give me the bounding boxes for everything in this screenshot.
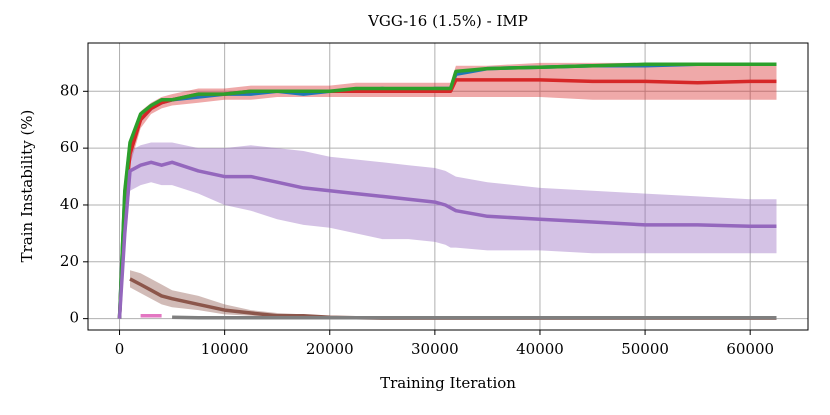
- x-tick-label: 0: [115, 340, 125, 358]
- x-tick-label: 60000: [726, 340, 774, 358]
- y-tick-label: 0: [69, 309, 79, 327]
- y-axis-label: Train Instability (%): [18, 110, 36, 263]
- band: [119, 142, 777, 319]
- plot-area: [88, 43, 808, 330]
- plot-frame: [87, 42, 809, 331]
- y-tick-label: 20: [60, 252, 79, 270]
- chart-title: VGG-16 (1.5%) - IMP: [367, 12, 528, 30]
- line: [172, 315, 777, 320]
- x-tick-label: 30000: [411, 340, 459, 358]
- line: [117, 78, 777, 319]
- x-tick-label: 10000: [201, 340, 249, 358]
- x-axis-label: Training Iteration: [380, 374, 516, 392]
- y-tick-label: 60: [60, 138, 79, 156]
- x-tick-label: 40000: [516, 340, 564, 358]
- y-tick-label: 80: [60, 81, 79, 99]
- line: [117, 160, 777, 319]
- x-tick-label: 20000: [306, 340, 354, 358]
- x-tick-label: 50000: [621, 340, 669, 358]
- band: [119, 62, 777, 319]
- line: [117, 62, 777, 319]
- y-tick-label: 40: [60, 195, 79, 213]
